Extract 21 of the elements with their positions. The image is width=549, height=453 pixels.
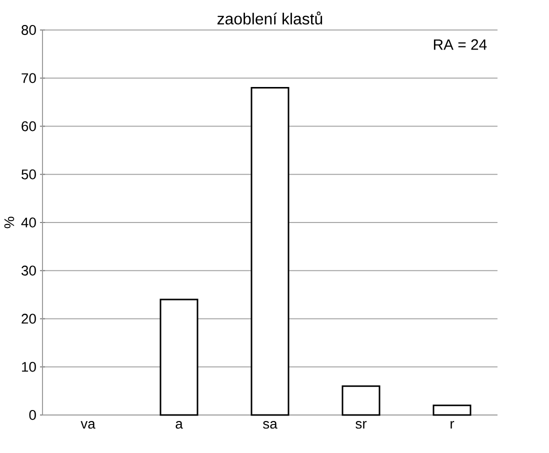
y-tick-label: 80	[22, 25, 36, 35]
y-tick-label: 10	[22, 362, 36, 372]
bar	[250, 87, 290, 416]
bar	[342, 385, 380, 416]
bar	[432, 404, 472, 416]
y-tick-label: 0	[29, 410, 36, 420]
y-tick-label: 70	[22, 73, 36, 84]
annotation: RA = 24	[434, 39, 487, 50]
x-tick-label: a	[176, 421, 183, 429]
y-axis-title: %	[4, 216, 14, 228]
x-tick-label: r	[450, 421, 454, 429]
y-tick-label: 50	[22, 169, 36, 180]
x-tick-label: va	[80, 421, 96, 429]
y-tick-label: 20	[22, 314, 36, 324]
x-tick-label: sr	[356, 421, 367, 429]
bar	[160, 298, 198, 416]
y-tick-label: 60	[22, 121, 36, 132]
x-tick-label: sa	[263, 421, 278, 429]
y-tick-label: 30	[21, 266, 36, 276]
y-tick-label: 40	[21, 218, 36, 228]
chart-title: zaoblení klastů	[217, 12, 322, 25]
